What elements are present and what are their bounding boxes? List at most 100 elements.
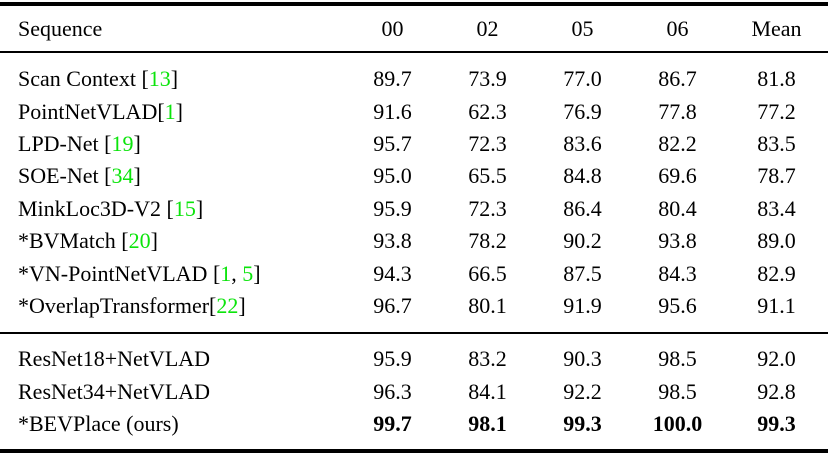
table-row: LPD-Net [19] 95.7 72.3 83.6 82.2 83.5 <box>0 128 828 160</box>
value-cell: 69.6 <box>658 163 697 189</box>
value-cell: 78.2 <box>468 228 507 254</box>
column-header-02: 02 <box>476 15 499 41</box>
method-name: *BVMatch [20] <box>18 228 158 254</box>
table-row: ResNet18+NetVLAD 95.9 83.2 90.3 98.5 92.0 <box>0 343 828 375</box>
method-name: SOE-Net [34] <box>18 163 141 189</box>
table-row: Scan Context [13] 89.7 73.9 77.0 86.7 81.8 <box>0 63 828 95</box>
header-rule <box>0 51 828 53</box>
method-name: LPD-Net [19] <box>18 130 141 156</box>
value-cell: 99.7 <box>373 411 412 437</box>
value-cell: 72.3 <box>468 130 507 156</box>
value-cell: 93.8 <box>658 228 697 254</box>
column-header-06: 06 <box>666 15 689 41</box>
citation-ref[interactable]: 22 <box>216 292 239 318</box>
value-cell: 90.3 <box>563 346 602 372</box>
value-cell: 81.8 <box>757 66 796 92</box>
column-header-mean: Mean <box>751 15 802 41</box>
table-row: SOE-Net [34] 95.0 65.5 84.8 69.6 78.7 <box>0 160 828 192</box>
value-cell: 92.8 <box>757 378 796 404</box>
value-cell: 89.0 <box>757 228 796 254</box>
value-cell: 83.5 <box>757 130 796 156</box>
value-cell: 80.4 <box>658 195 697 221</box>
table-row: PointNetVLAD[1] 91.6 62.3 76.9 77.8 77.2 <box>0 95 828 127</box>
value-cell: 84.8 <box>563 163 602 189</box>
value-cell: 91.1 <box>757 292 796 318</box>
method-name: ResNet18+NetVLAD <box>18 346 211 372</box>
value-cell: 82.2 <box>658 130 697 156</box>
value-cell: 87.5 <box>563 260 602 286</box>
citation-ref[interactable]: 19 <box>111 130 134 156</box>
citation-ref[interactable]: 1 <box>220 260 232 286</box>
table-row: *OverlapTransformer[22] 96.7 80.1 91.9 95.6 9… <box>0 290 828 322</box>
value-cell: 83.4 <box>757 195 796 221</box>
value-cell: 100.0 <box>652 411 703 437</box>
table-row: MinkLoc3D-V2 [15] 95.9 72.3 86.4 80.4 83.4 <box>0 193 828 225</box>
value-cell: 94.3 <box>373 260 412 286</box>
value-cell: 84.3 <box>658 260 697 286</box>
table-bottom-rule <box>0 449 828 454</box>
value-cell: 86.4 <box>563 195 602 221</box>
table-group-ours: ResNet18+NetVLAD 95.9 83.2 90.3 98.5 92.0 ResN… <box>0 334 828 449</box>
value-cell: 80.1 <box>468 292 507 318</box>
value-cell: 93.8 <box>373 228 412 254</box>
value-cell: 89.7 <box>373 66 412 92</box>
value-cell: 77.8 <box>658 98 697 124</box>
value-cell: 98.5 <box>658 378 697 404</box>
value-cell: 95.9 <box>373 346 412 372</box>
value-cell: 91.9 <box>563 292 602 318</box>
method-name: Scan Context [13] <box>18 66 179 92</box>
citation-ref[interactable]: 13 <box>148 66 171 92</box>
value-cell: 99.3 <box>563 411 602 437</box>
value-cell: 92.2 <box>563 378 602 404</box>
citation-ref[interactable]: 20 <box>128 228 151 254</box>
table-top-rule <box>0 2 828 6</box>
value-cell: 66.5 <box>468 260 507 286</box>
table-row: *VN-PointNetVLAD [1, 5] 94.3 66.5 87.5 84.3 8… <box>0 257 828 289</box>
table-group-baselines: Scan Context [13] 89.7 73.9 77.0 86.7 81.8 Poi… <box>0 53 828 332</box>
value-cell: 96.7 <box>373 292 412 318</box>
value-cell: 77.0 <box>563 66 602 92</box>
method-name: *VN-PointNetVLAD [1, 5] <box>18 260 261 286</box>
value-cell: 62.3 <box>468 98 507 124</box>
citation-ref[interactable]: 5 <box>242 260 254 286</box>
value-cell: 82.9 <box>757 260 796 286</box>
table-header-row: Sequence 00 02 05 06 Mean <box>0 6 828 51</box>
citation-ref[interactable]: 34 <box>111 163 134 189</box>
value-cell: 72.3 <box>468 195 507 221</box>
method-name: PointNetVLAD[1] <box>18 98 183 124</box>
value-cell: 78.7 <box>757 163 796 189</box>
value-cell: 98.1 <box>468 411 507 437</box>
value-cell: 84.1 <box>468 378 507 404</box>
value-cell: 73.9 <box>468 66 507 92</box>
method-name: *OverlapTransformer[22] <box>18 292 246 318</box>
value-cell: 76.9 <box>563 98 602 124</box>
section-rule <box>0 332 828 335</box>
method-name: *BEVPlace (ours) <box>18 411 179 437</box>
citation-ref[interactable]: 1 <box>164 98 176 124</box>
citation-ref[interactable]: 15 <box>173 195 196 221</box>
value-cell: 96.3 <box>373 378 412 404</box>
value-cell: 65.5 <box>468 163 507 189</box>
value-cell: 91.6 <box>373 98 412 124</box>
value-cell: 98.5 <box>658 346 697 372</box>
value-cell: 95.9 <box>373 195 412 221</box>
value-cell: 99.3 <box>757 411 796 437</box>
value-cell: 83.2 <box>468 346 507 372</box>
table-row: *BEVPlace (ours) 99.7 98.1 99.3 100.0 99.3 <box>0 408 828 440</box>
value-cell: 77.2 <box>757 98 796 124</box>
table-row: *BVMatch [20] 93.8 78.2 90.2 93.8 89.0 <box>0 225 828 257</box>
value-cell: 83.6 <box>563 130 602 156</box>
table-row: ResNet34+NetVLAD 96.3 84.1 92.2 98.5 92.8 <box>0 376 828 408</box>
value-cell: 95.0 <box>373 163 412 189</box>
column-header-00: 00 <box>381 15 404 41</box>
column-header-05: 05 <box>571 15 594 41</box>
value-cell: 95.6 <box>658 292 697 318</box>
value-cell: 86.7 <box>658 66 697 92</box>
value-cell: 95.7 <box>373 130 412 156</box>
value-cell: 90.2 <box>563 228 602 254</box>
method-name: MinkLoc3D-V2 [15] <box>18 195 204 221</box>
column-header-sequence: Sequence <box>18 15 103 41</box>
method-name: ResNet34+NetVLAD <box>18 378 211 404</box>
value-cell: 92.0 <box>757 346 796 372</box>
